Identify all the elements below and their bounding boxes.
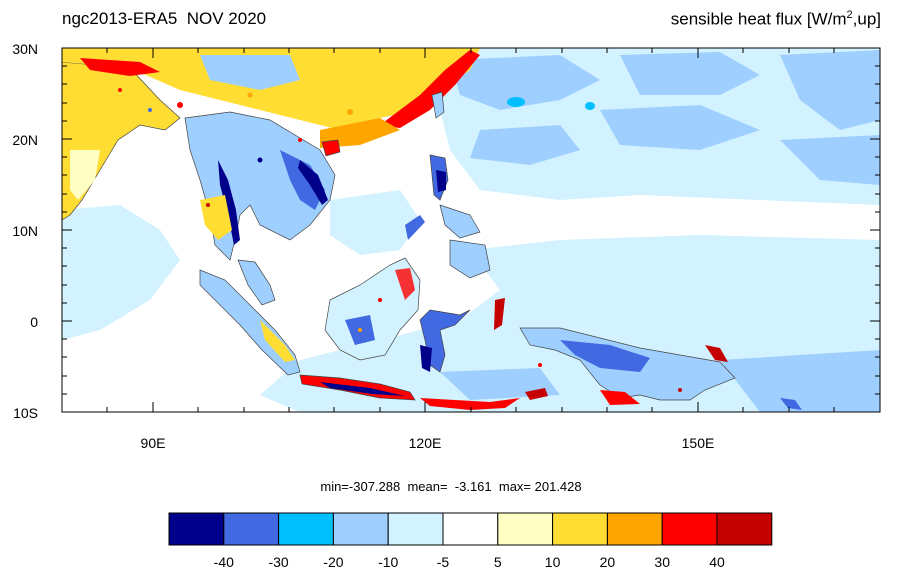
- land-mekong-navy: [298, 160, 328, 205]
- land-himalaya-red: [80, 58, 160, 76]
- colorbar-label: -5: [437, 554, 450, 570]
- lon-label-90e: 90E: [141, 435, 166, 451]
- land-tibet-blue: [200, 55, 300, 90]
- plot-title-left: ngc2013-ERA5 NOV 2020: [62, 9, 267, 28]
- colorbar-label: -20: [323, 554, 343, 570]
- land-sumatra-yellow: [260, 320, 295, 362]
- ocean-patch-west: [62, 205, 180, 340]
- lon-label-150e: 150E: [682, 435, 715, 451]
- map-field: [62, 48, 880, 412]
- land-china-hot-strip: [380, 50, 480, 128]
- colorbar-box: [552, 512, 608, 546]
- lat-label-eq: 0: [30, 314, 38, 330]
- colorbar-label: -40: [214, 554, 234, 570]
- colorbar-box: [716, 512, 773, 546]
- land-luzon-navy: [436, 170, 446, 192]
- land-sulawesi: [419, 309, 471, 373]
- colorbar-label: 20: [600, 554, 616, 570]
- ocean-cold-spot-2: [585, 102, 595, 110]
- lat-label-10s: 10S: [13, 405, 38, 421]
- lat-label-30n: 30N: [12, 41, 38, 57]
- land-java-navy: [320, 382, 405, 396]
- land-borneo-hot: [395, 268, 415, 300]
- colorbar-box: [332, 512, 389, 546]
- land-new-guinea-hot: [600, 390, 640, 405]
- land-visayas: [439, 204, 481, 239]
- ocean-patch-scs: [330, 190, 420, 255]
- ocean-cold-spot: [507, 97, 525, 107]
- colorbar-label: 30: [654, 554, 670, 570]
- land-indochina-deep: [280, 150, 325, 210]
- colorbar: -40 -30 -20 -10 -5 5 10 20 30 40: [168, 512, 773, 570]
- lat-label-10n: 10N: [12, 223, 38, 239]
- land-india-pale: [70, 150, 100, 200]
- land-hainan: [321, 139, 341, 157]
- land-bismarck: [705, 345, 728, 362]
- lon-label-120e: 120E: [409, 435, 442, 451]
- land-burma-stream: [218, 160, 240, 245]
- land-new-guinea-deep: [560, 340, 650, 372]
- lat-label-20n: 20N: [12, 132, 38, 148]
- land-mindanao: [449, 239, 491, 279]
- colorbar-box: [661, 512, 718, 546]
- colorbar-box: [387, 512, 444, 546]
- land-malay-peninsula: [237, 259, 276, 306]
- land-halmahera: [494, 298, 505, 330]
- colorbar-box: [223, 512, 280, 546]
- colorbar-box: [497, 512, 554, 546]
- land-lesser-sunda: [420, 398, 520, 410]
- colorbar-label: -10: [378, 554, 398, 570]
- land-timor: [525, 388, 548, 400]
- colorbar-box: [442, 512, 499, 546]
- land-china-south: [62, 48, 480, 130]
- land-solomon: [780, 398, 802, 410]
- land-taiwan: [431, 91, 445, 119]
- plot-title-right: sensible heat flux [W/m2,up]: [670, 9, 881, 29]
- land-china-orange: [320, 118, 400, 148]
- land-sulawesi-navy: [420, 345, 432, 372]
- colorbar-box: [278, 512, 334, 546]
- colorbar-box: [606, 512, 663, 546]
- field-statistics: min=-307.288 mean= -3.161 max= 201.428: [320, 479, 582, 494]
- axis-ticks: [61, 47, 880, 413]
- land-palawan: [405, 215, 425, 240]
- colorbar-box: [168, 512, 225, 546]
- colorbar-label: 40: [709, 554, 725, 570]
- colorbar-label: 5: [494, 554, 502, 570]
- colorbar-label: 10: [545, 554, 561, 570]
- colorbar-label: -30: [268, 554, 288, 570]
- field-speckles: [118, 88, 682, 392]
- land-borneo: [324, 257, 421, 361]
